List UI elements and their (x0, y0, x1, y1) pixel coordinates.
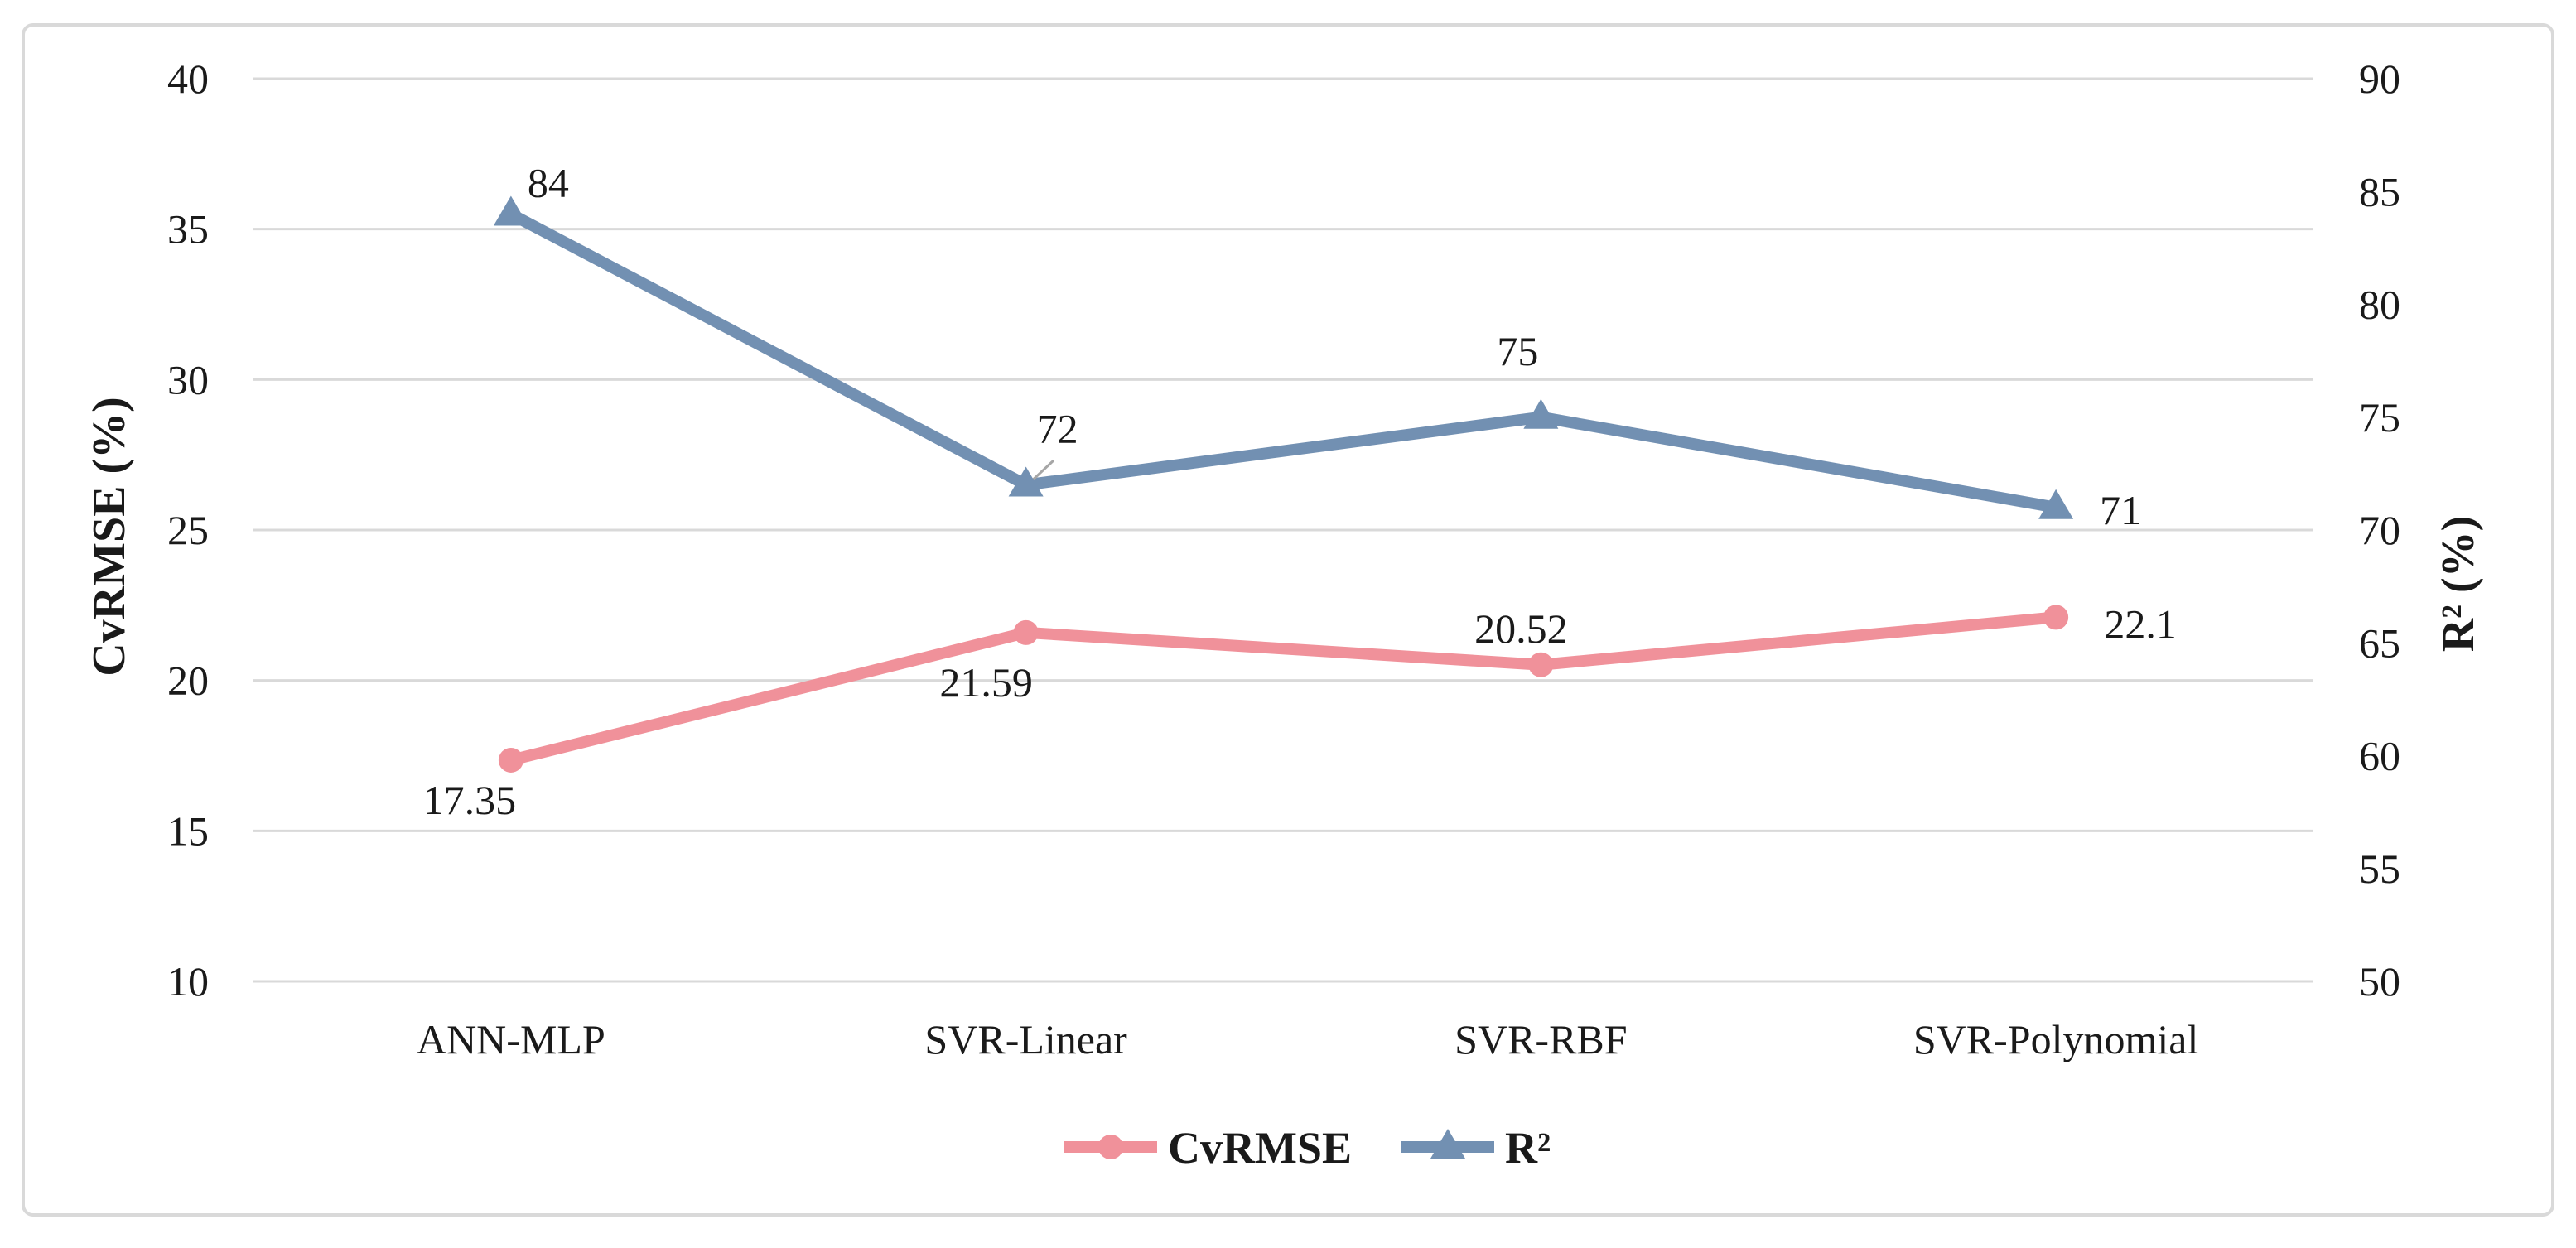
left-axis-tick-label: 30 (167, 356, 209, 402)
data-point-triangle-marker (1008, 466, 1044, 497)
category-label: SVR-RBF (1454, 1016, 1627, 1062)
right-axis-tick-label: 70 (2359, 507, 2400, 553)
category-label: ANN-MLP (417, 1016, 605, 1062)
data-point-circle-marker (2043, 605, 2069, 630)
left-axis-tick-label: 10 (167, 958, 209, 1005)
right-axis-title: R² (%) (2433, 516, 2484, 653)
data-point-circle-marker (1013, 619, 1039, 645)
right-axis-tick-label: 80 (2359, 282, 2400, 328)
data-point-triangle-marker (493, 195, 528, 226)
figure-border (22, 23, 2554, 1217)
right-axis-tick-label: 75 (2359, 394, 2400, 441)
left-axis-tick-label: 35 (167, 206, 209, 253)
data-label: 84 (528, 160, 569, 206)
data-label: 17.35 (423, 777, 517, 823)
data-label: 72 (1037, 406, 1078, 452)
category-label: SVR-Linear (924, 1016, 1127, 1062)
data-label: 75 (1497, 328, 1538, 374)
series-line-cvrmse (504, 611, 2062, 766)
category-label: SVR-Polynomial (1913, 1016, 2198, 1062)
left-axis-title: CvRMSE (%) (84, 397, 135, 677)
data-label: 22.1 (2104, 600, 2177, 647)
data-label: 21.59 (939, 659, 1033, 706)
right-axis-tick-label: 85 (2359, 168, 2400, 214)
right-axis-tick-label: 60 (2359, 733, 2400, 779)
data-point-circle-marker (1098, 1135, 1123, 1159)
right-axis-tick-label: 50 (2359, 958, 2400, 1005)
legend-label: R² (1505, 1123, 1551, 1173)
right-axis-tick-label: 55 (2359, 846, 2400, 892)
left-axis-tick-label: 25 (167, 507, 209, 553)
left-axis-tick-label: 40 (167, 55, 209, 102)
data-label: 71 (2100, 487, 2141, 533)
data-label: 20.52 (1474, 605, 1568, 652)
data-point-circle-marker (498, 747, 523, 773)
left-axis-tick-label: 20 (167, 658, 209, 704)
right-axis-tick-label: 65 (2359, 619, 2400, 666)
data-point-triangle-marker (1430, 1129, 1465, 1159)
data-point-triangle-marker (2038, 489, 2074, 519)
data-point-triangle-marker (1523, 398, 1559, 429)
left-axis-tick-label: 15 (167, 807, 209, 854)
data-point-circle-marker (1528, 652, 1554, 677)
legend-label: CvRMSE (1168, 1123, 1352, 1173)
series-line-r2 (504, 208, 2062, 513)
right-axis-tick-label: 90 (2359, 55, 2400, 102)
